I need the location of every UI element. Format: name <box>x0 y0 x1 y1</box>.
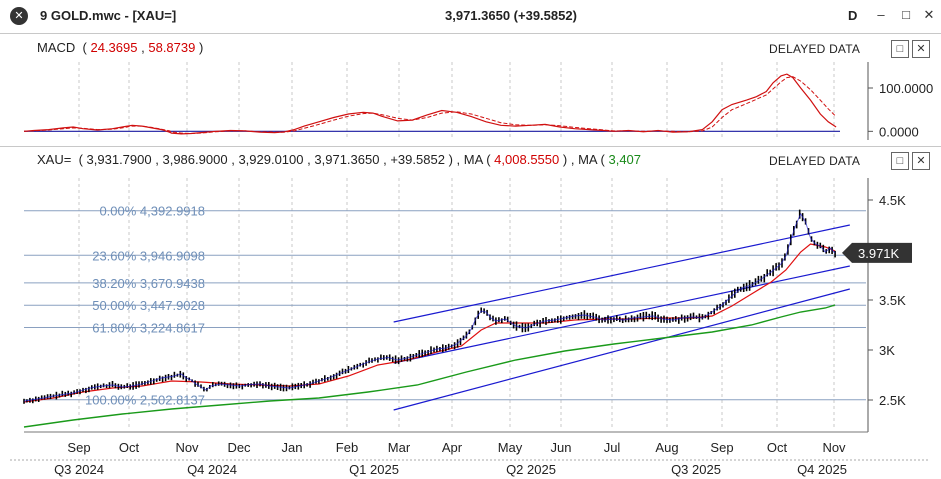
x-tick-label: Oct <box>767 440 788 455</box>
title-separator <box>0 33 941 34</box>
fib-level-label: 38.20% 3,670.9438 <box>92 276 205 291</box>
fib-level-label: 61.80% 3,224.8617 <box>92 321 205 336</box>
x-tick-label: Jan <box>282 440 303 455</box>
macd-maximize-icon[interactable]: □ <box>891 40 909 58</box>
macd-y-tick-label: 0.0000 <box>879 124 919 139</box>
ma1-value: 4,008.5550 <box>494 152 560 167</box>
maximize-icon[interactable]: □ <box>902 7 910 22</box>
quarter-label: Q4 2025 <box>797 462 847 477</box>
period-button[interactable]: D <box>848 8 858 23</box>
macd-value-2: 58.8739 <box>148 40 196 55</box>
price-y-tick-label: 3K <box>879 343 895 358</box>
close-icon[interactable]: ✕ <box>923 7 935 22</box>
price-symbol: XAU= <box>37 152 72 167</box>
macd-signal-line <box>23 76 837 135</box>
macd-value-1: 24.3695 <box>90 40 138 55</box>
price-comma-5: , <box>456 152 461 167</box>
x-tick-label: Aug <box>655 440 678 455</box>
quarter-label: Q2 2025 <box>506 462 556 477</box>
window-title: 9 GOLD.mwc - [XAU=] <box>40 8 177 23</box>
title-bar: ✕ 9 GOLD.mwc - [XAU=] 3,971.3650 (+39.58… <box>0 0 941 32</box>
macd-close-icon[interactable]: ✕ <box>912 40 930 58</box>
quarter-label: Q4 2024 <box>187 462 237 477</box>
app-logo-icon: ✕ <box>10 7 28 25</box>
macd-close-paren: ) <box>198 40 204 55</box>
price-high: 3,986.9000 <box>162 152 228 167</box>
macd-y-tick-label: 100.0000 <box>879 81 933 96</box>
price-close-paren: ) <box>448 152 453 167</box>
quarter-label: Q1 2025 <box>349 462 399 477</box>
price-close-icon[interactable]: ✕ <box>912 152 930 170</box>
x-tick-label: Sep <box>67 440 90 455</box>
price-y-tick-label: 2.5K <box>879 393 906 408</box>
ma-long-line <box>23 304 836 428</box>
price-y-tick-label: 4.5K <box>879 193 906 208</box>
price-comma-3: , <box>307 152 311 167</box>
fib-level-label: 0.00% 4,392.9918 <box>99 204 205 219</box>
x-tick-label: Mar <box>388 440 411 455</box>
price-low: 3,929.0100 <box>238 152 304 167</box>
macd-header: MACD ( 24.3695 , 58.8739 ) <box>37 40 203 55</box>
macd-label: MACD <box>37 40 76 55</box>
fib-level-label: 100.00% 2,502.8137 <box>85 393 205 408</box>
price-comma-1: , <box>155 152 159 167</box>
macd-delayed-label: DELAYED DATA <box>769 42 861 56</box>
price-comma-2: , <box>231 152 235 167</box>
ma2-value: 3,407 <box>608 152 642 167</box>
x-tick-label: Oct <box>119 440 140 455</box>
x-tick-label: Nov <box>175 440 199 455</box>
price-comma-6: , <box>570 152 575 167</box>
ma1-close-paren: ) <box>562 152 568 167</box>
price-open-paren: ( <box>78 152 83 167</box>
panel-separator <box>0 146 941 147</box>
price-open: 3,931.7900 <box>86 152 152 167</box>
price-change: +39.5852 <box>390 152 445 167</box>
ma1-open-paren: ( <box>486 152 491 167</box>
quote-summary: 3,971.3650 (+39.5852) <box>445 8 577 23</box>
last-price-label: 3.971K <box>858 246 900 261</box>
ma2-label: MA <box>578 152 597 167</box>
price-maximize-icon[interactable]: □ <box>891 152 909 170</box>
price-header: XAU= ( 3,931.7900 , 3,986.9000 , 3,929.0… <box>37 152 641 167</box>
fib-level-label: 23.60% 3,946.9098 <box>92 248 205 263</box>
quarter-label: Q3 2025 <box>671 462 721 477</box>
x-tick-label: Dec <box>227 440 251 455</box>
x-tick-label: Jul <box>604 440 621 455</box>
price-y-tick-label: 3.5K <box>879 293 906 308</box>
quarter-label: Q3 2024 <box>54 462 104 477</box>
macd-comma: , <box>141 40 145 55</box>
macd-open-paren: ( <box>82 40 87 55</box>
x-tick-label: Apr <box>442 440 463 455</box>
price-delayed-label: DELAYED DATA <box>769 154 861 168</box>
trend-channel-line <box>393 224 850 323</box>
price-comma-4: , <box>383 152 387 167</box>
price-close: 3,971.3650 <box>314 152 380 167</box>
trend-channel-line <box>393 265 850 364</box>
last-price-marker <box>842 242 912 263</box>
x-tick-label: Feb <box>336 440 358 455</box>
minimize-icon[interactable]: – <box>877 7 885 22</box>
ma2-open-paren: ( <box>600 152 605 167</box>
trend-channel-line <box>393 288 850 411</box>
x-tick-label: May <box>498 440 523 455</box>
x-tick-label: Sep <box>710 440 733 455</box>
x-tick-label: Jun <box>551 440 572 455</box>
x-tick-label: Nov <box>822 440 846 455</box>
ma1-label: MA <box>463 152 483 167</box>
macd-line <box>23 73 837 135</box>
price-line <box>23 213 836 402</box>
fib-level-label: 50.00% 3,447.9028 <box>92 298 205 313</box>
